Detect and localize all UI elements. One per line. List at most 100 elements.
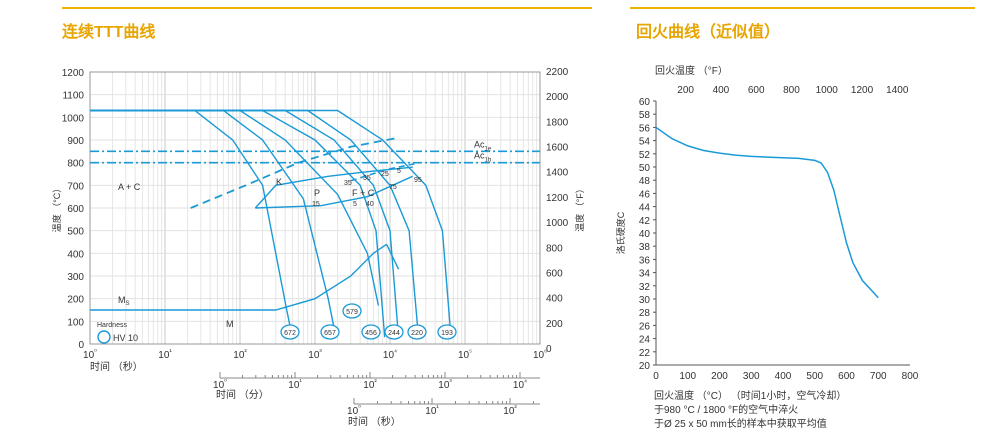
- tempering-y-tick-label: 40: [639, 229, 651, 240]
- tempering-curve: [655, 126, 879, 299]
- hardness-circle: [384, 324, 404, 340]
- tempering-top-tick: 800: [783, 85, 800, 96]
- ttt-ylabel-left: 温度 （°C）: [51, 184, 62, 233]
- region-label: P: [314, 188, 320, 198]
- legend-item: HV 10: [113, 333, 138, 343]
- hardness-value: 193: [441, 330, 453, 337]
- x-axis-label-minutes: 时间 （分）: [216, 388, 269, 401]
- cooling-curve: [90, 109, 294, 338]
- y-tick-label-left: 1100: [62, 91, 84, 102]
- tempering-x-tick-label: 600: [838, 371, 855, 382]
- hardness-circle: [407, 324, 427, 340]
- tempering-note: 于980 °C / 1800 °F的空气中淬火: [654, 403, 798, 416]
- cooling-curve: [90, 109, 386, 338]
- tempering-x-tick-label: 300: [743, 371, 760, 382]
- tempering-top-tick: 1400: [886, 85, 909, 96]
- x-axis-label-seconds: 时间 （秒）: [90, 360, 143, 373]
- hardness-circle: [361, 324, 381, 340]
- tempering-y-tick-label: 58: [639, 110, 651, 121]
- tempering-y-tick-label: 26: [639, 321, 651, 332]
- cooling-curve: [90, 109, 452, 338]
- legend-marker: [97, 330, 111, 344]
- ms-line-end: [385, 243, 400, 270]
- tempering-y-tick-label: 46: [639, 189, 651, 200]
- y-tick-label-left: 1000: [62, 113, 85, 124]
- y-tick-label-left: 0: [78, 340, 84, 351]
- pearlite-nose-curve: [254, 166, 413, 209]
- hardness-value: 657: [324, 330, 336, 337]
- y-tick-label-right: 1600: [546, 143, 569, 154]
- y-tick-label-right: 1000: [546, 218, 569, 229]
- y-tick-label-right: 2200: [546, 67, 569, 78]
- ttt-section-title: 连续TTT曲线: [62, 24, 156, 41]
- percent-label: 15: [312, 201, 320, 208]
- tempering-y-tick-label: 30: [639, 295, 651, 306]
- y-tick-label-left: 1200: [62, 68, 85, 79]
- tempering-top-tick: 600: [748, 85, 765, 96]
- tempering-y-tick-label: 28: [639, 308, 651, 319]
- legend-title: Hardness: [97, 322, 127, 329]
- y-tick-label-right: 2000: [546, 92, 569, 103]
- tempering-xlabel: 回火温度 （°C） （时间1小时，空气冷却）: [654, 389, 846, 402]
- y-tick-label-right: 600: [546, 268, 563, 279]
- y-tick-label-left: 500: [67, 227, 84, 238]
- ms-line: [90, 243, 387, 311]
- tempering-x-tick-label: 100: [679, 371, 696, 382]
- ttt-curves: [90, 109, 540, 338]
- top-rule-left: [62, 7, 592, 9]
- cooling-curve: [90, 109, 400, 338]
- x-tick-seconds: 10²: [233, 349, 247, 361]
- ac-line-label: Ac1e: [474, 139, 492, 152]
- percent-label: 75: [389, 184, 397, 191]
- tempering-note: 于Ø 25 x 50 mm长的样本中获取平均值: [654, 417, 827, 430]
- y-tick-label-right: 0: [546, 344, 552, 355]
- tempering-y-tick-label: 34: [639, 269, 651, 280]
- tempering-chart: 回火温度 （°F）200 400 600 800 1000 1200 14002022242…: [615, 64, 919, 430]
- tempering-x-tick-label: 500: [806, 371, 823, 382]
- ac-line-label: Ac1b: [474, 151, 492, 164]
- hardness-value: 579: [346, 309, 358, 316]
- cooling-curve: [90, 109, 337, 338]
- x-tick-seconds: 10⁶: [533, 349, 547, 361]
- y-tick-label-right: 800: [546, 243, 563, 254]
- y-tick-label-left: 700: [67, 181, 84, 192]
- percent-label: 5: [397, 168, 401, 175]
- tempering-y-tick-label: 20: [639, 361, 651, 372]
- y-tick-label-right: 1200: [546, 193, 569, 204]
- percent-label: 35: [344, 180, 352, 187]
- x-tick-seconds: 10⁵: [458, 349, 472, 361]
- x-tick-seconds: 10³: [308, 349, 322, 361]
- x-tick-seconds: 10¹: [158, 349, 172, 361]
- tempering-y-tick-label: 50: [639, 163, 651, 174]
- tempering-y-tick-label: 60: [639, 97, 651, 108]
- hardness-value: 672: [284, 330, 296, 337]
- tempering-y-tick-label: 56: [639, 123, 651, 134]
- percent-label: 40: [366, 201, 374, 208]
- y-tick-label-left: 200: [67, 295, 84, 306]
- percent-label: 35: [363, 175, 371, 182]
- tempering-y-tick-label: 22: [639, 348, 651, 359]
- region-label: K: [276, 177, 282, 187]
- tempering-x-tick-label: 800: [902, 371, 919, 382]
- tempering-section-title: 回火曲线（近似值）: [636, 24, 781, 41]
- x-tick-minutes: 10⁰: [213, 378, 227, 391]
- x-tick-third: 10¹: [425, 405, 439, 417]
- tempering-y-tick-label: 42: [639, 216, 651, 227]
- hardness-value: 244: [388, 330, 400, 337]
- hardness-value: 456: [365, 330, 377, 337]
- x-tick-seconds: 10⁴: [383, 349, 397, 361]
- tempering-top-tick: 1000: [816, 85, 839, 96]
- x-tick-minutes: 10²: [363, 379, 377, 391]
- tempering-y-tick-label: 48: [639, 176, 651, 187]
- x-tick-third: 10²: [503, 405, 517, 417]
- x-tick-third: 10⁰: [347, 404, 361, 417]
- y-tick-label-left: 100: [67, 317, 84, 328]
- transformation-start-curve: [190, 136, 399, 209]
- region-label: A + C: [118, 182, 141, 192]
- tempering-x-tick-label: 700: [870, 371, 887, 382]
- x-tick-minutes: 10⁴: [513, 379, 527, 391]
- percent-label: 95: [414, 177, 422, 184]
- ttt-plot-frame: [89, 71, 541, 345]
- hardness-circle: [320, 324, 340, 340]
